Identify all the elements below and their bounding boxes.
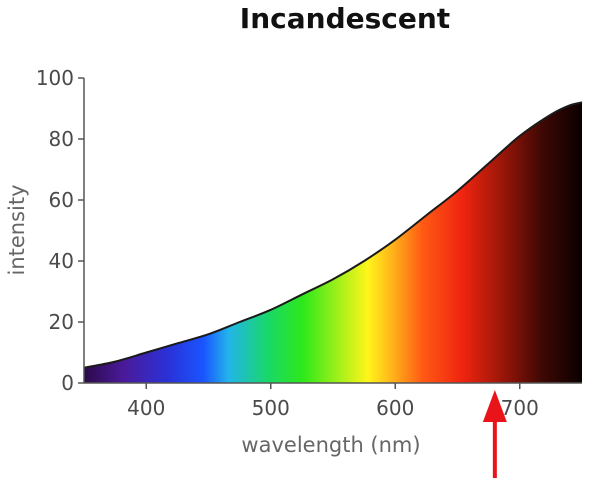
annotations [482,390,507,478]
y-tick-label: 100 [36,66,74,90]
y-tick-label: 60 [49,188,74,212]
x-tick-label: 600 [376,396,414,420]
x-tick-label: 400 [127,396,165,420]
y-tick-label: 20 [49,310,74,334]
y-tick-label: 40 [49,249,74,273]
y-tick-label: 80 [49,127,74,151]
intensity-curve [83,101,583,369]
y-axis-title: intensity [5,184,29,275]
x-axis-ticks: 400 500 600 700 [127,383,539,420]
y-tick-label: 0 [61,371,74,395]
x-tick-label: 500 [252,396,290,420]
plot-area [83,101,583,384]
y-axis-ticks: 0 20 40 60 80 100 [36,66,84,395]
x-tick-label: 700 [501,396,539,420]
x-axis-title: wavelength (nm) [241,433,420,457]
chart-title: Incandescent [240,2,450,35]
spectrum-area [84,102,582,384]
arrow-head [482,390,507,422]
